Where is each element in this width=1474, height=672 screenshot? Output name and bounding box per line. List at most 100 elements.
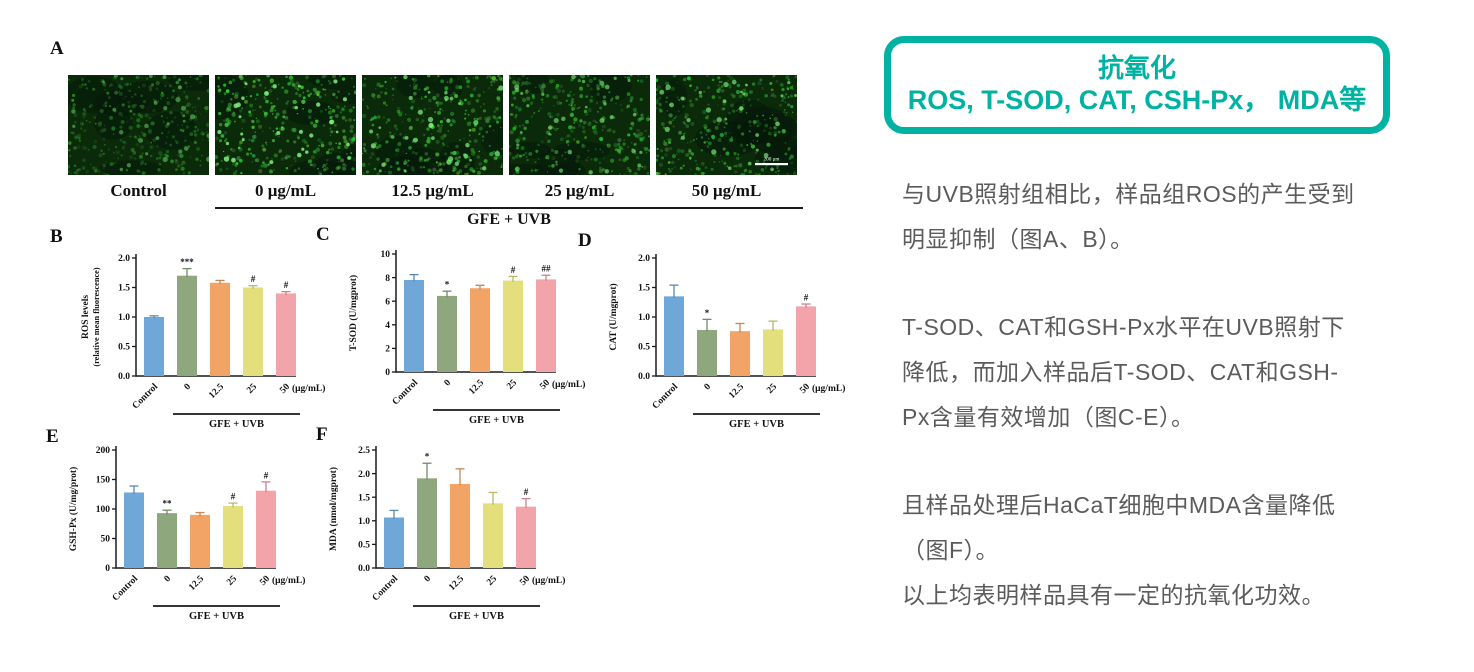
fluorescence-image-row: 200 μm bbox=[68, 75, 797, 175]
svg-text:10: 10 bbox=[381, 250, 391, 260]
svg-text:Control: Control bbox=[371, 574, 401, 604]
fluorescence-micrograph-svg bbox=[215, 75, 356, 175]
svg-text:1.5: 1.5 bbox=[638, 284, 650, 294]
summary-text-block: 与UVB照射组相比，样品组ROS的产生受到 明显抑制（图A、B）。 T-SOD、… bbox=[902, 172, 1387, 618]
svg-text:25: 25 bbox=[485, 574, 499, 588]
mda-bar-chart: 0.0 0.5 1.0 1.5 2.0 2.5 MDA (nmol/mgprot) Contr… bbox=[318, 436, 580, 636]
svg-text:0.5: 0.5 bbox=[638, 343, 650, 353]
bar-chart-svg: 0.0 0.5 1.0 1.5 2.0 ROS levels (relative mean … bbox=[81, 254, 325, 430]
svg-text:8: 8 bbox=[385, 274, 390, 284]
bar bbox=[664, 296, 684, 376]
svg-text:25: 25 bbox=[225, 574, 239, 588]
bar-chart-svg: 0 50 100 150 200 GSH-Px (U/mg/prot) Control ** 0… bbox=[68, 446, 305, 622]
svg-text:#: # bbox=[251, 274, 256, 284]
micro-label-50ug: 50 μg/mL bbox=[691, 181, 762, 200]
summary-paragraph-3: 且样品处理后HaCaT细胞中MDA含量降低 （图F）。 bbox=[902, 492, 1336, 563]
tag-box-subtitle: ROS, T-SOD, CAT, CSH-Px， MDA等 bbox=[907, 84, 1367, 115]
bar bbox=[144, 317, 164, 376]
svg-text:GFE + UVB: GFE + UVB bbox=[189, 611, 244, 622]
tag-box-title: 抗氧化 bbox=[1097, 52, 1176, 83]
svg-text:6: 6 bbox=[385, 297, 390, 307]
svg-text:T-SOD (U/mgprot): T-SOD (U/mgprot) bbox=[348, 275, 359, 351]
cat-bar-chart: 0.0 0.5 1.0 1.5 2.0 CAT (U/mgprot) Control * 0 12… bbox=[598, 244, 860, 444]
summary-paragraph-2: T-SOD、CAT和GSH-Px水平在UVB照射下 降低，而加入样品后T-SOD… bbox=[902, 314, 1345, 430]
svg-text:0: 0 bbox=[163, 574, 174, 585]
svg-text:12.5: 12.5 bbox=[467, 378, 486, 397]
fluorescence-micrograph-svg bbox=[509, 75, 650, 175]
bar bbox=[223, 506, 243, 568]
svg-text:#: # bbox=[804, 293, 809, 303]
svg-text:2: 2 bbox=[385, 345, 390, 355]
gfe-uvb-bracket-label: GFE + UVB bbox=[467, 211, 551, 228]
micro-label-control: Control bbox=[110, 181, 167, 200]
fluorescence-image-50ug: 200 μm bbox=[656, 75, 797, 175]
summary-paragraph-1: 与UVB照射组相比，样品组ROS的产生受到 明显抑制（图A、B）。 bbox=[902, 181, 1355, 252]
svg-text:#: # bbox=[231, 492, 236, 502]
svg-text:2.0: 2.0 bbox=[118, 254, 130, 264]
svg-text:50: 50 bbox=[101, 535, 111, 545]
gfe-uvb-bracket-line bbox=[215, 207, 803, 210]
ros-bar-chart: 0.0 0.5 1.0 1.5 2.0 ROS levels (relative mean … bbox=[78, 244, 340, 444]
svg-text:4: 4 bbox=[385, 321, 390, 331]
scale-bar bbox=[755, 163, 788, 166]
svg-text:2.0: 2.0 bbox=[638, 254, 650, 264]
bar bbox=[210, 282, 230, 376]
bar bbox=[190, 514, 210, 568]
svg-text:12.5: 12.5 bbox=[727, 382, 746, 401]
bar bbox=[437, 295, 457, 372]
svg-text:50: 50 bbox=[278, 382, 292, 396]
micro-label-0ug: 0 μg/mL bbox=[254, 181, 317, 200]
bar bbox=[256, 490, 276, 568]
svg-text:(μg/mL): (μg/mL) bbox=[272, 575, 305, 586]
svg-text:#: # bbox=[264, 470, 269, 480]
svg-text:50: 50 bbox=[518, 574, 532, 588]
svg-text:(μg/mL): (μg/mL) bbox=[812, 383, 845, 394]
svg-text:ROS levels: ROS levels bbox=[81, 295, 91, 339]
bar bbox=[417, 478, 437, 568]
fluorescence-image-12-5ug bbox=[362, 75, 503, 175]
svg-text:#: # bbox=[511, 265, 516, 275]
svg-text:GSH-Px (U/mg/prot): GSH-Px (U/mg/prot) bbox=[68, 467, 79, 552]
svg-text:1.5: 1.5 bbox=[118, 284, 130, 294]
fluorescence-micrograph-svg: 200 μm bbox=[656, 75, 797, 175]
svg-text:0: 0 bbox=[703, 382, 714, 393]
bar bbox=[697, 329, 717, 376]
svg-text:50: 50 bbox=[798, 382, 812, 396]
bar bbox=[470, 288, 490, 372]
bar bbox=[384, 517, 404, 568]
svg-text:(μg/mL): (μg/mL) bbox=[552, 379, 585, 390]
svg-text:*: * bbox=[705, 308, 710, 318]
svg-text:***: *** bbox=[180, 257, 194, 267]
bar bbox=[503, 280, 523, 372]
fluorescence-micrograph-svg bbox=[68, 75, 209, 175]
summary-paragraph-4: 以上均表明样品具有一定的抗氧化功效。 bbox=[902, 582, 1325, 608]
svg-text:12.5: 12.5 bbox=[187, 574, 206, 593]
panel-d-letter: D bbox=[578, 230, 592, 251]
panel-c-letter: C bbox=[316, 224, 330, 245]
svg-text:0: 0 bbox=[385, 368, 390, 378]
bar bbox=[404, 279, 424, 372]
svg-text:GFE + UVB: GFE + UVB bbox=[469, 415, 524, 426]
gshpx-bar-chart: 0 50 100 150 200 GSH-Px (U/mg/prot) Control ** 0… bbox=[58, 436, 320, 636]
svg-text:**: ** bbox=[163, 499, 173, 509]
micro-label-12-5ug: 12.5 μg/mL bbox=[391, 181, 474, 200]
svg-text:200: 200 bbox=[96, 446, 111, 456]
svg-text:150: 150 bbox=[96, 476, 111, 486]
svg-text:GFE + UVB: GFE + UVB bbox=[209, 419, 264, 430]
svg-text:(μg/mL): (μg/mL) bbox=[292, 383, 325, 394]
bar bbox=[730, 331, 750, 376]
svg-text:1.0: 1.0 bbox=[358, 517, 370, 527]
panel-b-letter: B bbox=[50, 226, 63, 247]
svg-text:GFE + UVB: GFE + UVB bbox=[449, 611, 504, 622]
svg-text:1.0: 1.0 bbox=[118, 313, 130, 323]
svg-text:0: 0 bbox=[423, 574, 434, 585]
bar-chart-svg: 0.0 0.5 1.0 1.5 2.0 2.5 MDA (nmol/mgprot) Contr… bbox=[328, 446, 565, 622]
svg-text:MDA (nmol/mgprot): MDA (nmol/mgprot) bbox=[328, 467, 339, 551]
svg-text:#: # bbox=[284, 280, 289, 290]
svg-text:Control: Control bbox=[111, 574, 141, 604]
fluorescence-image-0ug bbox=[215, 75, 356, 175]
svg-text:1.0: 1.0 bbox=[638, 313, 650, 323]
svg-text:(relative mean fluorescence): (relative mean fluorescence) bbox=[92, 267, 101, 366]
svg-text:0: 0 bbox=[183, 382, 194, 393]
